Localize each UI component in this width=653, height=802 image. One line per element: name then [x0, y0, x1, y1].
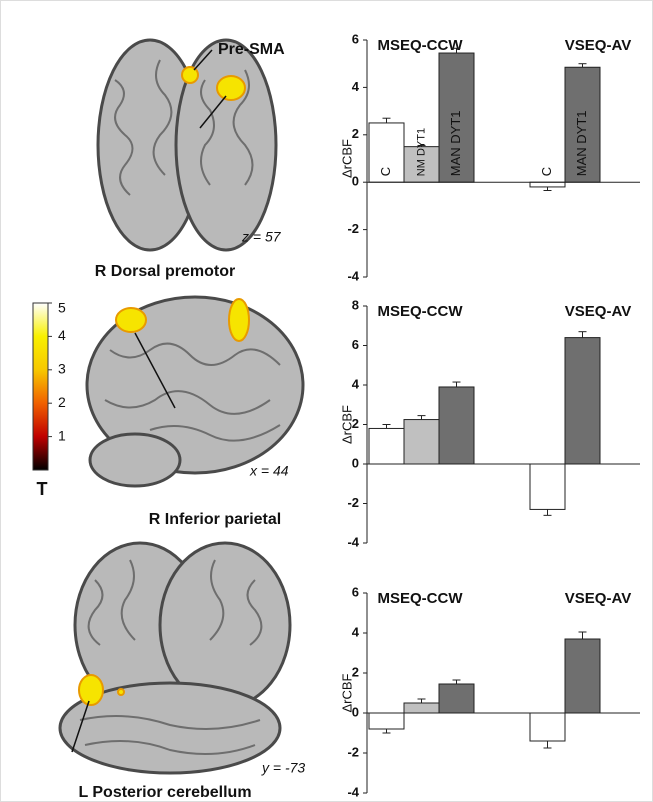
slice-coordinate: x = 44 [249, 463, 289, 479]
group-title: MSEQ-CCW [378, 37, 464, 54]
colorbar [33, 303, 48, 470]
colorbar-tick-label: 5 [58, 300, 66, 316]
y-tick-label: 6 [352, 584, 359, 599]
bar [530, 182, 565, 187]
bar [369, 713, 404, 729]
group-title: VSEQ-AV [565, 37, 631, 54]
y-tick-label: -4 [347, 534, 359, 549]
annotation: Pre-SMA [218, 41, 285, 58]
y-tick-label: 4 [352, 376, 360, 391]
y-tick-label: -2 [347, 744, 359, 759]
bar-label: NM DYT1 [415, 128, 427, 176]
region-label: R Dorsal premotor [95, 263, 235, 280]
y-tick-label: 6 [352, 337, 359, 352]
bar [404, 420, 439, 464]
bar-label: C [539, 167, 554, 176]
bar [530, 713, 565, 741]
axial-brain [98, 40, 276, 250]
slice-coordinate: z = 57 [241, 229, 282, 245]
bar [565, 639, 600, 713]
bar-label: C [378, 167, 393, 176]
bar [369, 428, 404, 464]
bar [439, 387, 474, 464]
y-tick-label: 6 [352, 31, 359, 46]
region-label: R Inferior parietal [149, 511, 281, 528]
bar [404, 703, 439, 713]
y-tick-label: -4 [347, 784, 359, 799]
colorbar-tick-label: 1 [58, 427, 66, 443]
y-tick-label: -2 [347, 495, 359, 510]
y-axis-label: ΔrCBF [339, 673, 354, 712]
group-title: VSEQ-AV [565, 303, 631, 320]
y-tick-label: 4 [352, 79, 360, 94]
slice-coordinate: y = -73 [261, 760, 305, 776]
group-title: MSEQ-CCW [378, 590, 464, 607]
colorbar-tick-label: 4 [58, 327, 66, 343]
y-tick-label: -2 [347, 221, 359, 236]
colorbar-tick-label: 3 [58, 361, 66, 377]
coronal-brain [60, 543, 290, 773]
bar-label: MAN DYT1 [574, 110, 589, 176]
region-label: L Posterior cerebellum [78, 784, 251, 801]
figure: Pre-SMA z = 57 R Dorsal premotor x = 44 … [0, 0, 653, 802]
group-title: MSEQ-CCW [378, 303, 464, 320]
group-title: VSEQ-AV [565, 590, 631, 607]
bar [439, 684, 474, 713]
y-tick-label: 8 [352, 297, 359, 312]
colorbar-label: T [37, 479, 48, 499]
bar [565, 338, 600, 464]
colorbar-tick-label: 2 [58, 394, 66, 410]
y-axis-label: ΔrCBF [339, 405, 354, 444]
y-tick-label: 0 [352, 455, 359, 470]
bar-label: MAN DYT1 [448, 110, 463, 176]
y-tick-label: 4 [352, 624, 360, 639]
y-axis-label: ΔrCBF [339, 139, 354, 178]
y-tick-label: -4 [347, 268, 359, 283]
bar [530, 464, 565, 509]
